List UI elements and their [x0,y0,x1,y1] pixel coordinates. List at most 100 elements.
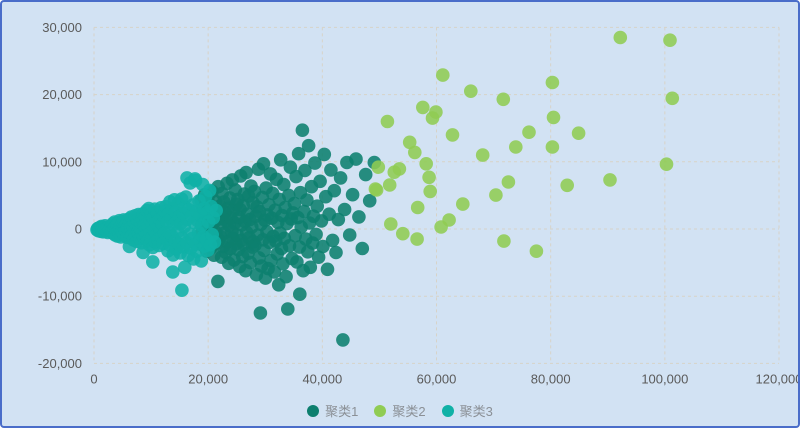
scatter-point-cluster-2[interactable] [497,234,511,248]
x-axis-tick-label: 0 [90,372,97,387]
scatter-point-cluster-2[interactable] [489,188,503,202]
scatter-point-cluster-1[interactable] [336,333,350,347]
scatter-point-cluster-2[interactable] [425,111,440,125]
scatter-point-cluster-2[interactable] [445,128,460,142]
scatter-point-cluster-1[interactable] [342,228,357,242]
scatter-point-cluster-1[interactable] [316,239,330,254]
scatter-point-cluster-2[interactable] [663,33,677,47]
scatter-point-cluster-2[interactable] [382,178,397,192]
scatter-point-cluster-1[interactable] [327,183,342,198]
legend-label-cluster-1: 聚类1 [325,403,359,419]
scatter-point-cluster-1[interactable] [331,212,346,227]
legend-item-cluster-2[interactable]: 聚类2 [374,405,426,418]
scatter-point-cluster-2[interactable] [410,200,425,215]
scatter-point-cluster-1[interactable] [303,260,318,275]
scatter-point-cluster-3[interactable] [166,265,180,279]
legend-marker-cluster-2 [374,405,387,417]
scatter-point-cluster-2[interactable] [456,197,470,211]
scatter-point-cluster-2[interactable] [419,157,434,171]
scatter-point-cluster-2[interactable] [368,182,383,196]
chart-legend: 聚类1 聚类2 聚类3 [2,400,798,422]
scatter-point-cluster-3[interactable] [178,260,192,275]
y-axis-tick-label: 20,000 [42,87,82,102]
scatter-point-cluster-1[interactable] [320,262,335,277]
scatter-point-cluster-1[interactable] [317,147,332,162]
scatter-point-cluster-1[interactable] [298,163,312,178]
scatter-point-cluster-1[interactable] [310,199,325,213]
scatter-point-cluster-2[interactable] [371,160,386,174]
scatter-point-cluster-1[interactable] [287,196,302,211]
scatter-point-cluster-1[interactable] [291,146,306,161]
scatter-point-cluster-2[interactable] [436,68,450,82]
scatter-point-cluster-1[interactable] [333,171,348,185]
scatter-point-cluster-2[interactable] [509,140,523,154]
scatter-point-cluster-1[interactable] [355,241,370,256]
scatter-point-cluster-1[interactable] [324,163,338,177]
scatter-point-cluster-1[interactable] [309,227,323,242]
scatter-point-cluster-2[interactable] [665,91,680,106]
scatter-point-cluster-1[interactable] [239,165,253,180]
scatter-point-cluster-1[interactable] [273,153,288,167]
scatter-point-cluster-1[interactable] [211,274,225,289]
scatter-point-cluster-1[interactable] [308,156,322,170]
scatter-point-cluster-2[interactable] [384,217,398,231]
scatter-point-cluster-3[interactable] [175,283,189,298]
legend-item-cluster-3[interactable]: 聚类3 [441,405,493,418]
scatter-point-cluster-2[interactable] [522,125,536,139]
scatter-point-cluster-1[interactable] [313,174,327,189]
scatter-point-cluster-3[interactable] [207,235,222,249]
scatter-point-cluster-2[interactable] [496,92,511,107]
scatter-point-cluster-2[interactable] [408,145,422,160]
scatter-point-cluster-2[interactable] [603,173,617,187]
scatter-point-cluster-2[interactable] [560,178,574,193]
scatter-point-cluster-1[interactable] [325,233,340,248]
scatter-point-cluster-1[interactable] [282,239,297,253]
scatter-point-cluster-1[interactable] [293,287,307,302]
scatter-point-cluster-2[interactable] [571,126,586,140]
scatter-point-cluster-2[interactable] [464,84,478,98]
scatter-point-cluster-1[interactable] [301,138,316,153]
scatter-point-cluster-1[interactable] [358,167,373,182]
scatter-point-cluster-1[interactable] [349,152,363,166]
scatter-point-cluster-1[interactable] [279,269,293,284]
scatter-point-cluster-1[interactable] [295,123,310,137]
scatter-point-cluster-1[interactable] [256,157,271,171]
scatter-point-cluster-2[interactable] [545,75,560,90]
y-axis-tick-label: -20,000 [38,356,82,371]
scatter-point-cluster-1[interactable] [345,187,360,202]
scatter-point-cluster-2[interactable] [529,244,544,258]
scatter-point-cluster-1[interactable] [337,202,352,217]
scatter-point-cluster-1[interactable] [277,177,291,192]
scatter-point-cluster-1[interactable] [281,302,295,316]
scatter-point-cluster-3[interactable] [202,183,217,198]
scatter-point-cluster-2[interactable] [423,184,438,199]
scatter-point-cluster-2[interactable] [387,165,402,179]
scatter-point-cluster-1[interactable] [329,245,343,260]
scatter-point-cluster-1[interactable] [362,194,377,208]
y-axis-tick-labels: 30,000 20,000 10,000 0 -10,000 -20,000 [38,20,82,371]
scatter-point-cluster-1[interactable] [300,193,314,207]
scatter-point-cluster-3[interactable] [136,245,150,260]
scatter-point-cluster-2[interactable] [613,30,628,45]
scatter-point-cluster-1[interactable] [352,210,366,224]
scatter-point-cluster-2[interactable] [410,232,424,246]
scatter-point-cluster-2[interactable] [416,100,430,115]
scatter-point-cluster-3[interactable] [194,254,209,268]
scatter-point-cluster-2[interactable] [475,148,490,162]
scatter-point-cluster-2[interactable] [402,135,417,150]
legend-item-cluster-1[interactable]: 聚类1 [307,405,358,418]
scatter-point-cluster-2[interactable] [659,157,674,171]
scatter-point-cluster-2[interactable] [545,140,560,154]
scatter-point-cluster-2[interactable] [442,213,456,227]
scatter-point-cluster-1[interactable] [267,265,282,279]
scatter-point-cluster-2[interactable] [422,170,436,185]
scatter-point-cluster-2[interactable] [546,110,561,125]
scatter-point-cluster-3[interactable] [122,239,137,254]
scatter-point-cluster-1[interactable] [311,250,326,264]
scatter-point-cluster-2[interactable] [380,114,395,129]
scatter-point-cluster-3[interactable] [209,203,223,218]
scatter-point-cluster-3[interactable] [146,255,160,269]
scatter-point-cluster-2[interactable] [501,175,516,189]
scatter-point-cluster-2[interactable] [396,226,410,241]
scatter-point-cluster-1[interactable] [253,306,268,320]
